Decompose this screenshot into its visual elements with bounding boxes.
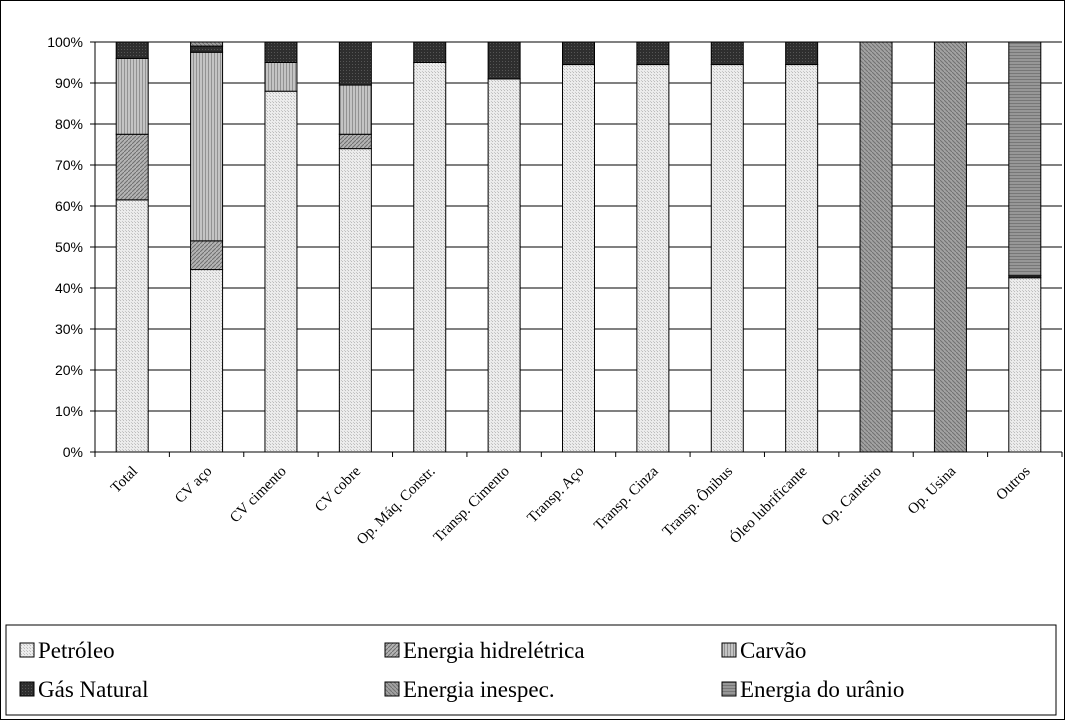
x-category-label: CV cimento bbox=[227, 464, 290, 527]
x-category-label: Óleo lubrificante bbox=[726, 463, 810, 547]
legend-label: Carvão bbox=[740, 638, 806, 663]
bar-segment bbox=[265, 42, 297, 63]
legend: Petróleo Energia hidrelétrica Carvão Gás Na… bbox=[6, 625, 1056, 715]
legend-label: Energia hidrelétrica bbox=[403, 638, 585, 663]
bar-segment bbox=[563, 42, 595, 65]
bar-segment bbox=[265, 91, 297, 452]
y-axis-tick-labels: 0% 10% 20% 30% 40% 50% 60% 70% 80% 90% 100% bbox=[47, 34, 83, 460]
bar-segment bbox=[488, 42, 520, 79]
bar-segment bbox=[711, 42, 743, 65]
x-category-label: Transp. Cimento bbox=[431, 464, 513, 546]
x-category-label: Op. Canteiro bbox=[819, 464, 885, 530]
bar-segment bbox=[637, 65, 669, 452]
bar-segment bbox=[339, 42, 371, 85]
bar-segment bbox=[1009, 278, 1041, 452]
bar-segment bbox=[339, 85, 371, 134]
y-tick-label: 0% bbox=[63, 444, 83, 460]
bar-segment bbox=[860, 42, 892, 452]
bar-segment bbox=[563, 65, 595, 452]
legend-swatch bbox=[20, 643, 34, 657]
bar-segment bbox=[191, 270, 223, 452]
bar-segment bbox=[339, 134, 371, 148]
legend-label: Energia do urânio bbox=[740, 677, 904, 702]
legend-label: Gás Natural bbox=[38, 677, 149, 702]
x-category-label: Outros bbox=[993, 463, 1033, 503]
bar-segment bbox=[116, 134, 148, 200]
x-category-label: Transp. Ônibus bbox=[659, 463, 736, 540]
y-tick-label: 50% bbox=[55, 239, 83, 255]
y-tick-label: 100% bbox=[47, 34, 83, 50]
bar-segment bbox=[116, 42, 148, 58]
x-category-label: CV cobre bbox=[312, 463, 364, 515]
bar-segment bbox=[786, 65, 818, 452]
bar-segment bbox=[265, 63, 297, 92]
x-category-label: CV aço bbox=[172, 464, 215, 507]
bar-segment bbox=[191, 42, 223, 46]
legend-swatch bbox=[722, 643, 736, 657]
y-tick-label: 90% bbox=[55, 75, 83, 91]
bar-segment bbox=[637, 42, 669, 65]
bar-segment bbox=[786, 42, 818, 65]
x-category-label: Total bbox=[108, 464, 141, 497]
bar-segment bbox=[711, 65, 743, 452]
bar-segment bbox=[116, 58, 148, 134]
bar-segment bbox=[339, 149, 371, 452]
legend-swatch bbox=[722, 682, 736, 696]
y-tick-label: 60% bbox=[55, 198, 83, 214]
y-tick-label: 30% bbox=[55, 321, 83, 337]
y-tick-label: 20% bbox=[55, 362, 83, 378]
bar-segment bbox=[116, 200, 148, 452]
bar-segment bbox=[191, 241, 223, 270]
y-tick-label: 40% bbox=[55, 280, 83, 296]
y-tick-label: 80% bbox=[55, 116, 83, 132]
x-category-label: Transp. Cinza bbox=[591, 463, 662, 534]
y-tick-label: 70% bbox=[55, 157, 83, 173]
bar-segment bbox=[191, 52, 223, 241]
bar-segment bbox=[1009, 42, 1041, 276]
legend-swatch bbox=[385, 682, 399, 696]
x-category-label: Op. Usina bbox=[905, 463, 960, 518]
legend-swatch bbox=[385, 643, 399, 657]
legend-swatch bbox=[20, 682, 34, 696]
legend-label: Energia inespec. bbox=[403, 677, 555, 702]
bar-segment bbox=[414, 63, 446, 453]
legend-label: Petróleo bbox=[38, 638, 115, 663]
x-category-label: Op. Máq. Constr. bbox=[354, 464, 439, 549]
y-tick-label: 10% bbox=[55, 403, 83, 419]
bar-segment bbox=[934, 42, 966, 452]
x-category-label: Transp. Aço bbox=[525, 464, 588, 527]
bar-segment bbox=[191, 46, 223, 52]
bar-segment bbox=[414, 42, 446, 63]
bar-segment bbox=[488, 79, 520, 452]
